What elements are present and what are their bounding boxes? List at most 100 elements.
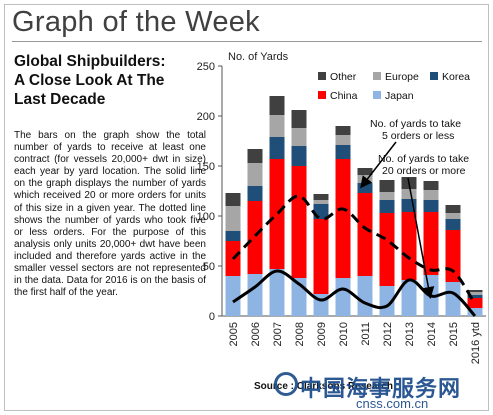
bar-segment-europe [401, 189, 417, 199]
x-tick-label: 2016 ytd [470, 322, 482, 364]
bar-segment-other [269, 96, 285, 115]
bar-segment-europe [445, 213, 461, 219]
bar-segment-korea [445, 219, 461, 230]
bar-segment-korea [467, 295, 483, 298]
annotation-twenty-or-more-line-1: No. of yards to take [378, 153, 469, 165]
bar-segment-japan [357, 276, 373, 316]
bar-segment-japan [401, 280, 417, 316]
bar-segment-europe [335, 135, 351, 145]
y-axis-label: No. of Yards [228, 51, 289, 63]
x-tick-label: 2012 [382, 322, 394, 346]
bar-segment-korea [335, 145, 351, 159]
annotation-arrow-five-or-less [360, 141, 397, 189]
bar-segment-china [269, 159, 285, 269]
line-twenty-or-more-orders [232, 269, 477, 318]
bar-segment-japan [225, 276, 241, 316]
headline: Global Shipbuilders: A Close Look At The… [14, 52, 204, 109]
bar-segment-china [247, 201, 263, 274]
bar-segment-china [335, 159, 351, 278]
x-tick-label: 2005 [228, 322, 240, 346]
bar-segment-china [467, 298, 483, 308]
legend-label-other: Other [330, 71, 357, 83]
bar-segment-europe [291, 128, 307, 146]
bar-segment-other [445, 205, 461, 213]
legend-swatch-europe [373, 72, 381, 80]
bar-segment-korea [269, 137, 285, 159]
bar-segment-europe [313, 200, 329, 204]
line-five-or-less-orders [231, 194, 477, 305]
legend-swatch-china [318, 91, 326, 99]
bar-segment-other [291, 110, 307, 128]
annotation-arrow-twenty-or-more [407, 177, 435, 299]
y-tick-label: 200 [197, 111, 215, 123]
watermark-url: cnss.com.cn [356, 396, 429, 411]
bar-segment-china [423, 212, 439, 275]
legend-label-japan: Japan [385, 90, 414, 102]
bar-segment-japan [335, 278, 351, 316]
annotation-five-or-less-line-1: No. of yards to take [370, 118, 461, 130]
bar-segment-other [423, 181, 439, 190]
bar-segment-other [247, 149, 263, 163]
bar-segment-korea [247, 186, 263, 201]
bar-segment-other [357, 168, 373, 175]
bar-segment-europe [247, 163, 263, 186]
x-tick-label: 2009 [316, 322, 328, 346]
y-tick-label: 0 [209, 311, 215, 323]
page-title: Graph of the Week [12, 6, 260, 38]
bar-segment-europe [269, 115, 285, 137]
annotation-five-or-less-line-2: 5 orders or less [382, 130, 454, 142]
y-tick-label: 250 [197, 61, 215, 73]
bar-segment-china [401, 212, 417, 280]
bar-segment-china [445, 230, 461, 282]
annotation-twenty-or-more-line-2: 20 orders or more [382, 165, 466, 177]
bar-segment-other [225, 193, 241, 206]
y-tick-label: 100 [197, 211, 215, 223]
bar-segment-other [335, 126, 351, 135]
bar-segment-europe [467, 292, 483, 295]
y-tick-label: 150 [197, 161, 215, 173]
bar-segment-europe [225, 206, 241, 231]
bar-segment-china [313, 219, 329, 294]
bar-segment-japan [269, 269, 285, 316]
bar-segment-china [379, 213, 395, 286]
legend-label-korea: Korea [442, 71, 470, 83]
bar-segment-japan [247, 274, 263, 316]
x-tick-label: 2015 [448, 322, 460, 346]
bar-segment-korea [357, 183, 373, 193]
bar-segment-japan [445, 282, 461, 316]
title-divider [12, 41, 482, 42]
headline-line-3: Last Decade [14, 91, 106, 108]
watermark-logo-icon [274, 372, 298, 396]
headline-line-1: Global Shipbuilders: [14, 53, 166, 70]
bar-segment-japan [467, 308, 483, 316]
x-tick-label: 2008 [294, 322, 306, 346]
bar-segment-other [379, 180, 395, 192]
bar-segment-korea [379, 200, 395, 213]
bar-segment-china [357, 193, 373, 276]
bar-segment-europe [423, 190, 439, 200]
legend-swatch-other [318, 72, 326, 80]
x-tick-label: 2010 [338, 322, 350, 346]
watermark-text: 中国海事服务网 [300, 376, 462, 401]
y-tick-label: 50 [203, 261, 215, 273]
bar-segment-europe [379, 192, 395, 200]
legend-swatch-korea [430, 72, 438, 80]
bar-segment-other [313, 194, 329, 200]
legend-label-europe: Europe [385, 71, 419, 83]
bar-segment-korea [225, 231, 241, 241]
x-tick-label: 2014 [426, 322, 438, 346]
legend-swatch-japan [373, 91, 381, 99]
source-credit: Source : Clarksons Research [254, 381, 393, 392]
bar-segment-korea [423, 200, 439, 212]
x-tick-label: 2011 [360, 322, 372, 346]
x-tick-label: 2013 [404, 322, 416, 346]
legend-label-china: China [330, 90, 358, 102]
x-tick-label: 2006 [250, 322, 262, 346]
description-text: The bars on the graph show the total num… [14, 130, 206, 299]
headline-line-2: A Close Look At The [14, 72, 165, 89]
bar-segment-korea [291, 146, 307, 166]
x-tick-label: 2007 [272, 322, 284, 346]
bar-segment-china [291, 166, 307, 278]
bar-segment-other [467, 290, 483, 292]
